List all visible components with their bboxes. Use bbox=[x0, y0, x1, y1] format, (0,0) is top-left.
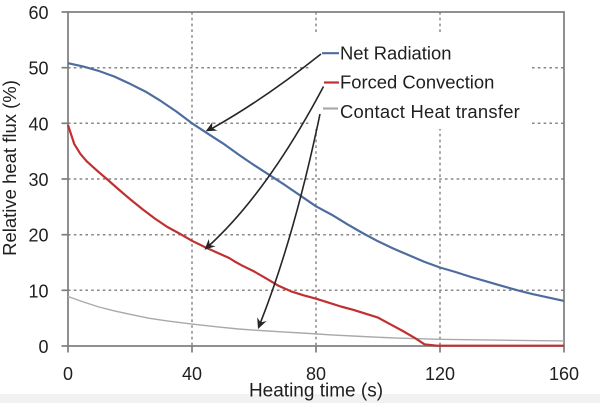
svg-text:50: 50 bbox=[28, 59, 48, 79]
svg-text:Heating time (s): Heating time (s) bbox=[249, 380, 383, 401]
svg-text:Relative heat flux (%): Relative heat flux (%) bbox=[0, 80, 20, 256]
svg-text:20: 20 bbox=[28, 226, 48, 246]
svg-text:160: 160 bbox=[549, 364, 579, 384]
svg-text:80: 80 bbox=[306, 364, 326, 384]
svg-text:10: 10 bbox=[28, 281, 48, 301]
svg-text:120: 120 bbox=[425, 364, 455, 384]
svg-text:Net Radiation: Net Radiation bbox=[340, 43, 451, 64]
svg-text:0: 0 bbox=[38, 337, 48, 357]
svg-text:Contact Heat transfer: Contact Heat transfer bbox=[340, 101, 520, 122]
svg-text:0: 0 bbox=[63, 364, 73, 384]
svg-text:30: 30 bbox=[28, 170, 48, 190]
svg-text:40: 40 bbox=[28, 114, 48, 134]
svg-text:Forced Convection: Forced Convection bbox=[340, 72, 494, 93]
svg-text:40: 40 bbox=[182, 364, 202, 384]
svg-text:60: 60 bbox=[28, 3, 48, 23]
